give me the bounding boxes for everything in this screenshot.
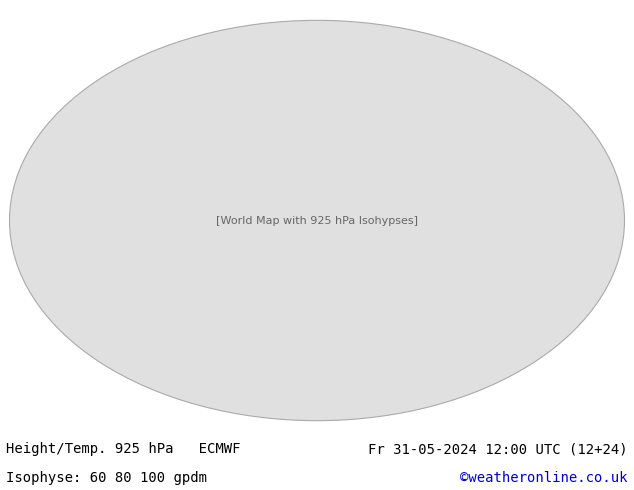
- Text: [World Map with 925 hPa Isohypses]: [World Map with 925 hPa Isohypses]: [216, 216, 418, 225]
- Text: Isophyse: 60 80 100 gpdm: Isophyse: 60 80 100 gpdm: [6, 471, 207, 485]
- Text: Fr 31-05-2024 12:00 UTC (12+24): Fr 31-05-2024 12:00 UTC (12+24): [368, 442, 628, 456]
- Ellipse shape: [10, 21, 624, 420]
- Text: Height/Temp. 925 hPa   ECMWF: Height/Temp. 925 hPa ECMWF: [6, 442, 241, 456]
- Text: ©weatheronline.co.uk: ©weatheronline.co.uk: [460, 471, 628, 485]
